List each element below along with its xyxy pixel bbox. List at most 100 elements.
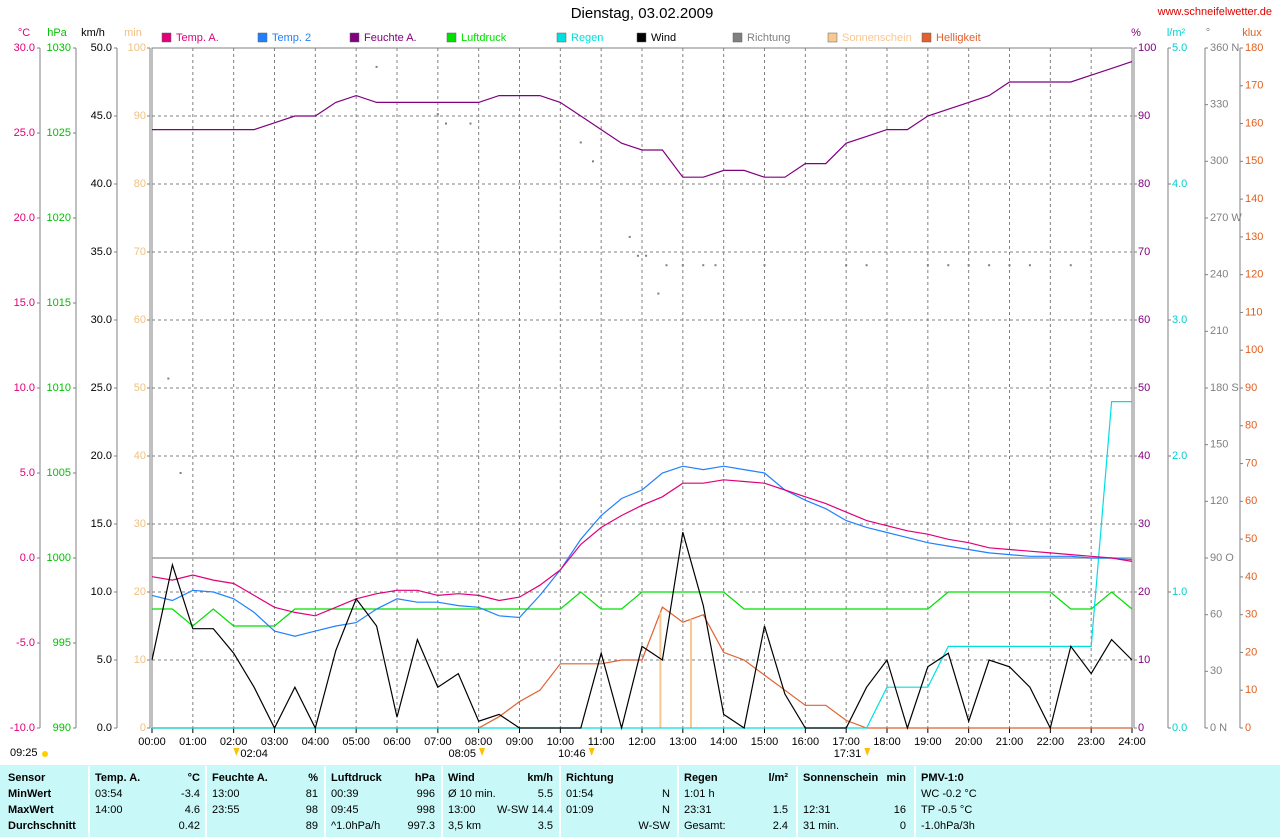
x-tick-label: 00:00 [138, 736, 166, 748]
y-tick-label: 35.0 [91, 246, 112, 258]
y-tick-label: 995 [53, 637, 71, 649]
y-tick-label: 90 [134, 110, 146, 122]
direction-dot [947, 264, 950, 267]
x-tick-label: 01:00 [179, 736, 207, 748]
y-tick-label: 300 [1210, 155, 1228, 167]
x-marker [588, 748, 595, 756]
x-tick-label: 22:00 [1037, 736, 1065, 748]
y-tick-label: 130 [1245, 231, 1263, 243]
table-cell: ^1.0hPa/h [331, 820, 380, 832]
y-tick-label: 20 [1138, 586, 1150, 598]
source: www.schneifelwetter.de [1157, 6, 1272, 18]
table-cell: 0 [900, 820, 906, 832]
table-cell: 12:31 [803, 804, 831, 816]
x-tick-label: 23:00 [1077, 736, 1105, 748]
direction-dot [636, 254, 639, 257]
direction-dot [436, 113, 439, 116]
table-header: l/m² [768, 772, 788, 784]
x-tick-label: 20:00 [955, 736, 983, 748]
y-tick-label: 10 [1138, 654, 1150, 666]
table-cell: 996 [417, 788, 435, 800]
x-tick-label: 13:00 [669, 736, 697, 748]
direction-dot [1028, 264, 1031, 267]
direction-dot [628, 235, 631, 238]
sunshine-bar [690, 619, 692, 728]
table-cell: 0.42 [179, 820, 200, 832]
y-tick-label: 1010 [47, 382, 71, 394]
direction-dot [763, 264, 766, 267]
chart-title: Dienstag, 03.02.2009 [571, 5, 714, 22]
x-tick-label: 02:00 [220, 736, 248, 748]
table-cell: 13:00 [212, 788, 240, 800]
x-marker-label: 17:31 [834, 748, 862, 760]
direction-dot [579, 141, 582, 144]
y-tick-label: 90 O [1210, 552, 1234, 564]
y-tick-label: 10.0 [91, 586, 112, 598]
y-tick-label: 20 [134, 586, 146, 598]
direction-dot [865, 264, 868, 267]
table-cell: 13:00 [448, 804, 476, 816]
y-tick-label: 15.0 [14, 297, 35, 309]
table-cell: -1.0hPa/3h [921, 820, 975, 832]
axis-label: °C [18, 27, 30, 39]
legend-label: Feuchte A. [364, 32, 417, 44]
legend-swatch [732, 32, 743, 43]
x-marker [233, 748, 240, 756]
y-tick-label: 360 N [1210, 42, 1239, 54]
table-cell: 81 [306, 788, 318, 800]
table-header: hPa [415, 772, 436, 784]
y-tick-label: 1.0 [1172, 586, 1187, 598]
table-cell: 997.3 [407, 820, 435, 832]
y-tick-label: 5.0 [97, 654, 112, 666]
table-header: Sensor [8, 772, 46, 784]
y-tick-label: 40 [134, 450, 146, 462]
direction-dot [665, 264, 668, 267]
y-tick-label: 5.0 [1172, 42, 1187, 54]
direction-dot [445, 122, 447, 125]
y-tick-label: 90 [1245, 382, 1257, 394]
x-tick-label: 11:00 [588, 736, 615, 748]
table-cell: 01:09 [566, 804, 594, 816]
direction-dot [592, 160, 594, 163]
axis-label: hPa [47, 27, 67, 39]
x-marker [864, 748, 871, 756]
direction-dot [967, 264, 970, 267]
table-header: °C [188, 772, 200, 784]
y-tick-label: 100 [1138, 42, 1156, 54]
x-tick-label: 07:00 [424, 736, 452, 748]
y-tick-label: 140 [1245, 193, 1263, 205]
table-cell: 89 [306, 820, 318, 832]
direction-dot [179, 472, 182, 474]
x-tick-label: 16:00 [792, 736, 820, 748]
x-tick-label: 06:00 [383, 736, 411, 748]
legend-label: Richtung [747, 32, 790, 44]
table-header: Temp. A. [95, 772, 140, 784]
direction-dot [714, 264, 717, 267]
table-cell: N [662, 788, 670, 800]
y-tick-label: 80 [1138, 178, 1150, 190]
legend-label: Wind [651, 32, 676, 44]
table-background [0, 765, 1280, 837]
y-tick-label: 15.0 [91, 518, 112, 530]
sun-duration: 09:25 [10, 747, 38, 759]
table-header: Feuchte A. [212, 772, 268, 784]
direction-dot [926, 264, 929, 267]
table-cell: TP -0.5 °C [921, 804, 972, 816]
table-cell: 16 [894, 804, 906, 816]
y-tick-label: 330 [1210, 99, 1228, 111]
y-tick-label: 30.0 [91, 314, 112, 326]
y-tick-label: 5.0 [20, 467, 35, 479]
y-tick-label: 4.0 [1172, 178, 1187, 190]
y-tick-label: 150 [1245, 155, 1263, 167]
y-tick-label: 30 [1210, 665, 1222, 677]
table-cell: W-SW [638, 820, 670, 832]
x-tick-label: 21:00 [996, 736, 1024, 748]
y-tick-label: 40 [1245, 571, 1257, 583]
y-tick-label: 60 [1138, 314, 1150, 326]
y-tick-label: 40.0 [91, 178, 112, 190]
direction-dot [1008, 264, 1011, 267]
table-cell: 4.6 [185, 804, 200, 816]
table-cell: W-SW 14.4 [497, 804, 553, 816]
table-cell: 1:01 h [684, 788, 715, 800]
direction-dot [645, 254, 648, 257]
